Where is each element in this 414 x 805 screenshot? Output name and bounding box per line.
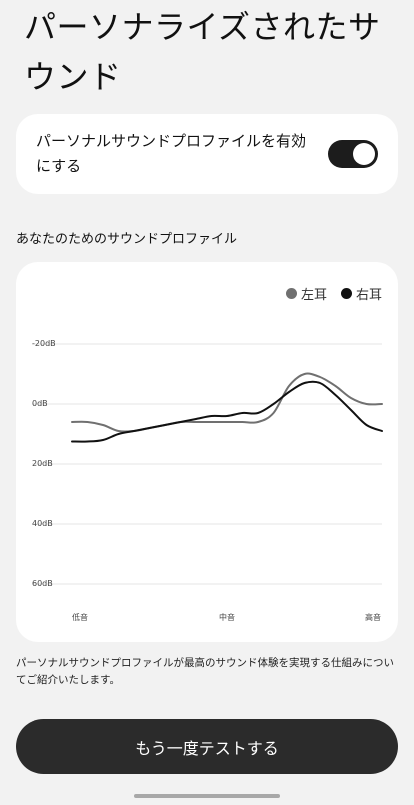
x-tick-label: 中音 — [219, 613, 235, 622]
y-tick-label: 40dB — [32, 519, 53, 528]
toggle-label: パーソナルサウンドプロファイルを有効にする — [36, 132, 307, 175]
description-text: パーソナルサウンドプロファイルが最高のサウンド体験を実現する仕組みについてご紹介… — [16, 657, 394, 686]
legend-dot-left — [285, 288, 297, 299]
legend-item-right: 右耳 — [340, 284, 382, 303]
y-tick-label: 0dB — [32, 399, 48, 408]
legend-item-left: 左耳 — [285, 284, 327, 303]
personal-sound-toggle-card: パーソナルサウンドプロファイルを有効にする — [16, 114, 398, 194]
sound-profile-chart: 左耳 右耳 -20dB 0dB 20dB 40dB 60dB 低音 中音 高音 — [16, 262, 398, 642]
right-ear-line — [71, 380, 383, 443]
page-title: パーソナライズされたサウンド — [24, 8, 381, 96]
y-tick-label: 20dB — [32, 459, 53, 468]
x-tick-label: 低音 — [72, 613, 88, 622]
legend-label-right: 右耳 — [355, 288, 382, 303]
home-indicator — [134, 794, 280, 798]
retest-button[interactable]: もう一度テストする — [16, 719, 398, 774]
legend-dot-right — [340, 288, 352, 299]
personal-sound-toggle-switch[interactable] — [328, 140, 378, 168]
toggle-knob — [353, 143, 375, 165]
chart-legend: 左耳 右耳 — [285, 284, 382, 303]
left-ear-line — [71, 372, 383, 433]
chart-svg — [32, 343, 383, 585]
y-tick-label: 60dB — [32, 579, 53, 588]
x-tick-label: 高音 — [365, 613, 381, 622]
legend-label-left: 左耳 — [300, 288, 327, 303]
section-label: あなたのためのサウンドプロファイル — [16, 232, 238, 247]
y-tick-label: -20dB — [32, 339, 56, 348]
